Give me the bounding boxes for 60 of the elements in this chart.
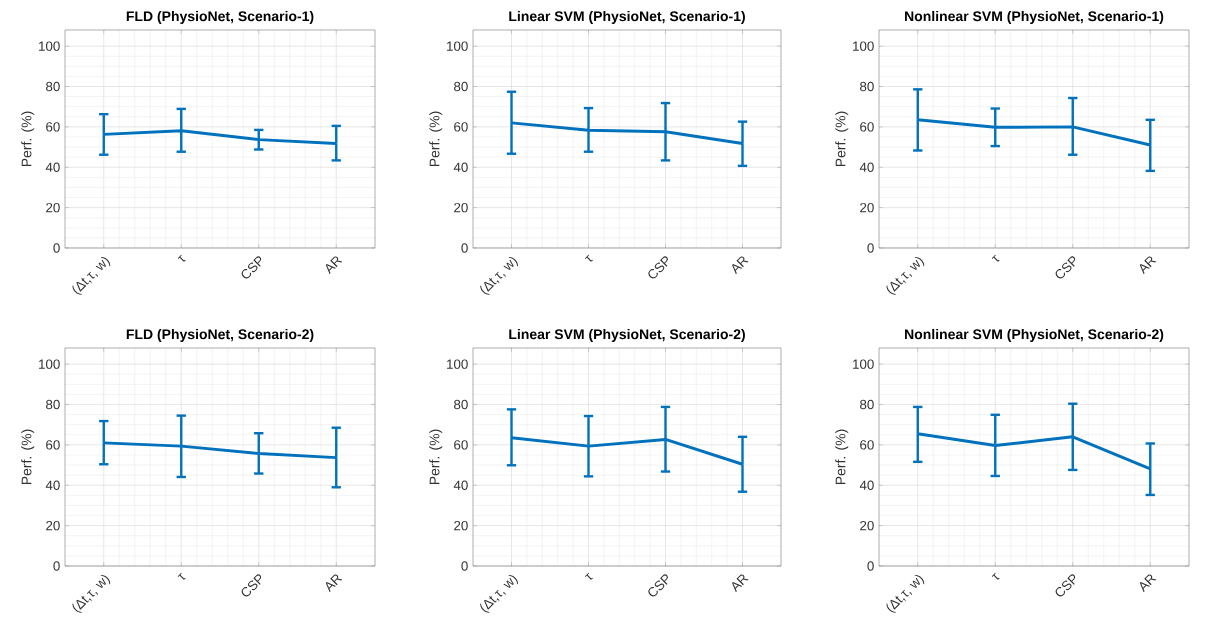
y-tick-label: 20 xyxy=(454,520,468,531)
x-tick-label: AR xyxy=(325,574,343,593)
y-tick-label: 80 xyxy=(46,81,60,92)
y-axis-title: Perf. (%) xyxy=(21,111,35,167)
y-tick-label: 40 xyxy=(859,480,874,490)
y-tick-label: 20 xyxy=(860,520,874,531)
y-tick-label: 80 xyxy=(454,81,468,92)
chart-title: Linear SVM (PhysioNet, Scenario-1) xyxy=(509,10,745,24)
chart-title: FLD (PhysioNet, Scenario-1) xyxy=(126,10,314,24)
x-tick-label: AR xyxy=(1139,574,1157,593)
chart-title: Linear SVM (PhysioNet, Scenario-2) xyxy=(509,328,745,342)
x-tick-label: τ xyxy=(177,572,186,580)
y-tick-label: 100 xyxy=(853,41,874,51)
y-tick-label: 60 xyxy=(454,440,468,450)
x-tick-label: τ xyxy=(585,572,593,580)
y-tick-label: 40 xyxy=(45,480,60,490)
y-tick-label: 60 xyxy=(46,440,60,450)
y-tick-label: 40 xyxy=(453,162,468,172)
y-tick-label: 80 xyxy=(860,399,874,410)
y-tick-label: 60 xyxy=(46,122,60,132)
y-axis-title: Perf. (%) xyxy=(429,111,443,167)
y-tick-label: 60 xyxy=(860,122,874,132)
y-tick-label: 20 xyxy=(860,202,874,213)
x-tick-label: τ xyxy=(177,254,186,262)
chart-title: Nonlinear SVM (PhysioNet, Scenario-2) xyxy=(905,328,1164,342)
y-axis-title: Perf. (%) xyxy=(835,429,849,485)
x-tick-label: τ xyxy=(585,254,593,262)
y-tick-label: 100 xyxy=(853,359,874,369)
y-tick-label: 80 xyxy=(860,81,874,92)
y-tick-label: 100 xyxy=(39,359,60,369)
y-tick-label: 20 xyxy=(46,202,60,213)
y-tick-label: 60 xyxy=(454,122,468,132)
y-tick-label: 80 xyxy=(46,399,60,410)
chart-title: FLD (PhysioNet, Scenario-2) xyxy=(126,328,314,342)
y-tick-label: 60 xyxy=(860,440,874,450)
y-tick-label: 100 xyxy=(447,41,468,51)
x-tick-label: AR xyxy=(325,256,343,275)
y-tick-label: 80 xyxy=(454,399,468,410)
y-tick-label: 40 xyxy=(859,162,874,172)
y-tick-label: 100 xyxy=(39,41,60,51)
y-tick-label: 0 xyxy=(867,243,874,253)
y-tick-label: 0 xyxy=(461,561,468,571)
x-tick-label: τ xyxy=(991,254,1000,262)
y-tick-label: 40 xyxy=(45,162,60,172)
y-tick-label: 0 xyxy=(53,561,60,571)
y-tick-label: 0 xyxy=(53,243,60,253)
y-axis-title: Perf. (%) xyxy=(21,429,35,485)
y-tick-label: 40 xyxy=(453,480,468,490)
y-tick-label: 20 xyxy=(454,202,468,213)
y-tick-label: 0 xyxy=(461,243,468,253)
y-axis-title: Perf. (%) xyxy=(835,111,849,167)
x-tick-label: τ xyxy=(991,572,1000,580)
x-tick-label: AR xyxy=(732,256,749,275)
chart-title: Nonlinear SVM (PhysioNet, Scenario-1) xyxy=(905,10,1164,24)
y-tick-label: 20 xyxy=(46,520,60,531)
y-tick-label: 0 xyxy=(867,561,874,571)
y-tick-label: 100 xyxy=(447,359,468,369)
y-axis-title: Perf. (%) xyxy=(429,429,443,485)
x-tick-label: AR xyxy=(1139,256,1157,275)
x-tick-label: AR xyxy=(732,574,749,593)
